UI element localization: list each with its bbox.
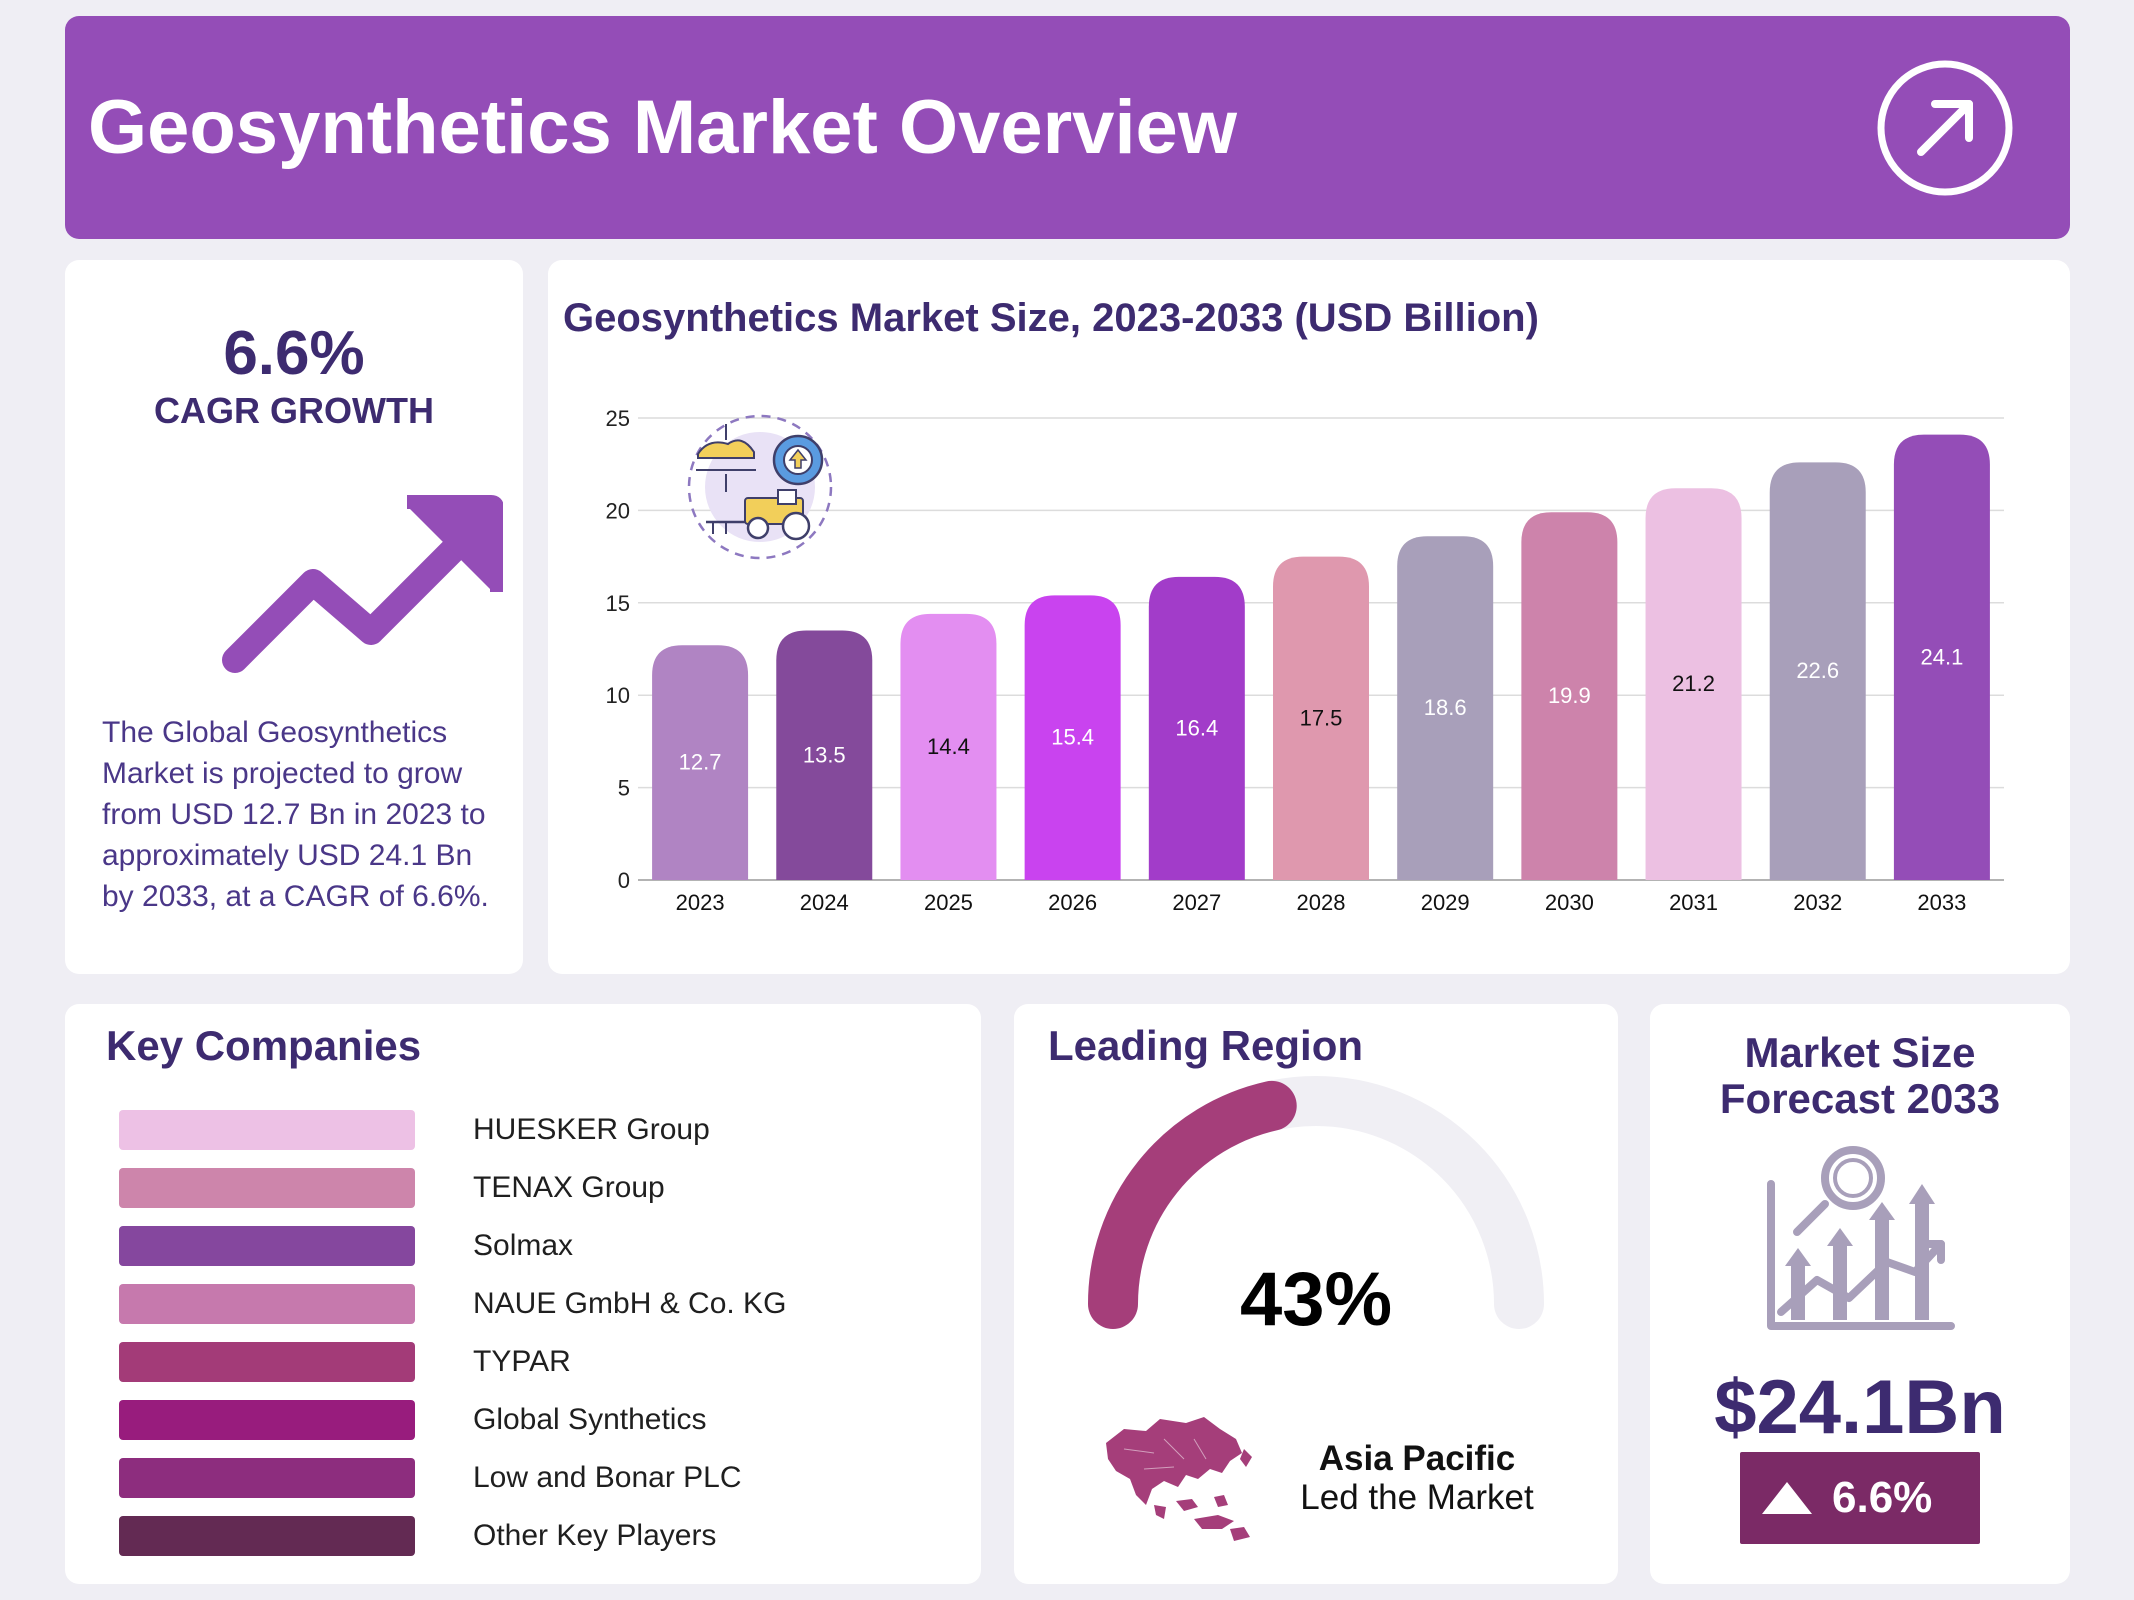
company-color-swatch — [119, 1516, 415, 1556]
x-tick-label: 2029 — [1421, 890, 1470, 915]
page-title: Geosynthetics Market Overview — [88, 85, 1237, 170]
growth-badge: 6.6% — [1740, 1452, 1980, 1544]
company-name: Low and Bonar PLC — [473, 1461, 742, 1494]
company-name: Other Key Players — [473, 1519, 717, 1552]
bar-2033 — [1893, 434, 1990, 880]
bar-2023 — [652, 645, 749, 880]
y-tick-label: 0 — [618, 868, 630, 893]
bar-value-label: 13.5 — [803, 742, 846, 767]
y-tick-label: 25 — [606, 406, 630, 431]
forecast-card: Market Size Forecast 2033 $24.1Bn 6.6% — [1650, 1004, 2070, 1584]
company-color-swatch — [119, 1400, 415, 1440]
bar-2025 — [900, 613, 997, 880]
arrow-up-right-icon — [1877, 60, 2013, 196]
company-color-swatch — [119, 1342, 415, 1382]
bar-2028 — [1273, 556, 1369, 880]
trend-up-arrow-icon — [222, 495, 503, 673]
forecast-title-line1: Market Size — [1744, 1029, 1976, 1076]
cagr-description: The Global Geosynthetics Market is proje… — [102, 716, 489, 913]
leading-region-card: Leading Region 43% Asia Pacific Led the … — [1014, 1004, 1618, 1584]
x-tick-label: 2023 — [676, 890, 725, 915]
region-share-gauge — [1088, 1076, 1544, 1329]
bar-value-label: 15.4 — [1051, 725, 1094, 750]
company-name: Solmax — [473, 1229, 574, 1262]
cagr-card: 6.6% CAGR GROWTH The Global Geosynthetic… — [65, 260, 523, 974]
x-tick-label: 2025 — [924, 890, 973, 915]
x-tick-label: 2031 — [1669, 890, 1718, 915]
forecast-title: Market Size Forecast 2033 — [1650, 1030, 2070, 1122]
x-tick-label: 2032 — [1793, 890, 1842, 915]
company-color-swatch — [119, 1226, 415, 1266]
forecast-title-line2: Forecast 2033 — [1719, 1075, 2001, 1122]
bar-value-label: 22.6 — [1796, 658, 1839, 683]
bar-2027 — [1148, 576, 1245, 880]
company-color-swatch — [119, 1110, 415, 1150]
company-color-swatch — [119, 1284, 415, 1324]
y-tick-label: 15 — [606, 591, 630, 616]
bar-2031 — [1645, 488, 1742, 880]
x-tick-label: 2027 — [1172, 890, 1221, 915]
key-companies-card: Key Companies HUESKER Group TENAX Group So… — [65, 1004, 981, 1584]
triangle-up-icon — [1762, 1482, 1812, 1514]
chart-title: Geosynthetics Market Size, 2023-2033 (US… — [563, 296, 1539, 340]
bar-2026 — [1024, 595, 1121, 880]
region-subtitle: Led the Market — [1300, 1478, 1534, 1517]
bar-2024 — [776, 630, 873, 880]
x-tick-label: 2030 — [1545, 890, 1594, 915]
bar-2032 — [1769, 462, 1866, 880]
cagr-label: CAGR GROWTH — [154, 390, 434, 431]
region-percent: 43% — [1239, 1257, 1393, 1342]
bar-value-label: 16.4 — [1175, 715, 1218, 740]
company-name: TENAX Group — [473, 1171, 665, 1204]
bar-value-label: 14.4 — [927, 734, 970, 759]
company-color-swatch — [119, 1168, 415, 1208]
region-name: Asia Pacific — [1318, 1439, 1516, 1478]
x-tick-label: 2024 — [800, 890, 849, 915]
growth-value: 6.6% — [1832, 1473, 1933, 1522]
bar-value-label: 17.5 — [1300, 705, 1343, 730]
bar-value-label: 18.6 — [1424, 695, 1467, 720]
bar-value-label: 19.9 — [1548, 683, 1591, 708]
y-tick-label: 20 — [606, 498, 630, 523]
company-name: NAUE GmbH & Co. KG — [473, 1287, 787, 1320]
gauge-fill — [1088, 1080, 1297, 1329]
bar-value-label: 21.2 — [1672, 671, 1715, 696]
company-color-swatch — [119, 1458, 415, 1498]
asia-pacific-map-icon — [1106, 1417, 1252, 1541]
y-tick-label: 10 — [606, 683, 630, 708]
company-name: HUESKER Group — [473, 1113, 710, 1146]
bar-2030 — [1521, 512, 1618, 880]
bar-value-label: 12.7 — [679, 750, 722, 775]
forecast-value: $24.1Bn — [1714, 1365, 2006, 1450]
cagr-value: 6.6% — [223, 319, 365, 388]
company-name: Global Synthetics — [473, 1403, 707, 1436]
x-tick-label: 2028 — [1297, 890, 1346, 915]
region-title: Leading Region — [1048, 1022, 1363, 1069]
x-tick-label: 2026 — [1048, 890, 1097, 915]
company-name: TYPAR — [473, 1345, 571, 1378]
x-tick-label: 2033 — [1917, 890, 1966, 915]
market-size-chart-card: Geosynthetics Market Size, 2023-2033 (US… — [548, 260, 2070, 974]
companies-title: Key Companies — [106, 1022, 422, 1069]
bar-value-label: 24.1 — [1920, 644, 1963, 669]
growth-chart-magnifier-icon — [1767, 1146, 1955, 1330]
header-banner: Geosynthetics Market Overview — [65, 16, 2070, 239]
y-tick-label: 5 — [618, 776, 630, 801]
agriculture-machinery-icon — [687, 414, 833, 560]
bar-2029 — [1397, 536, 1494, 880]
